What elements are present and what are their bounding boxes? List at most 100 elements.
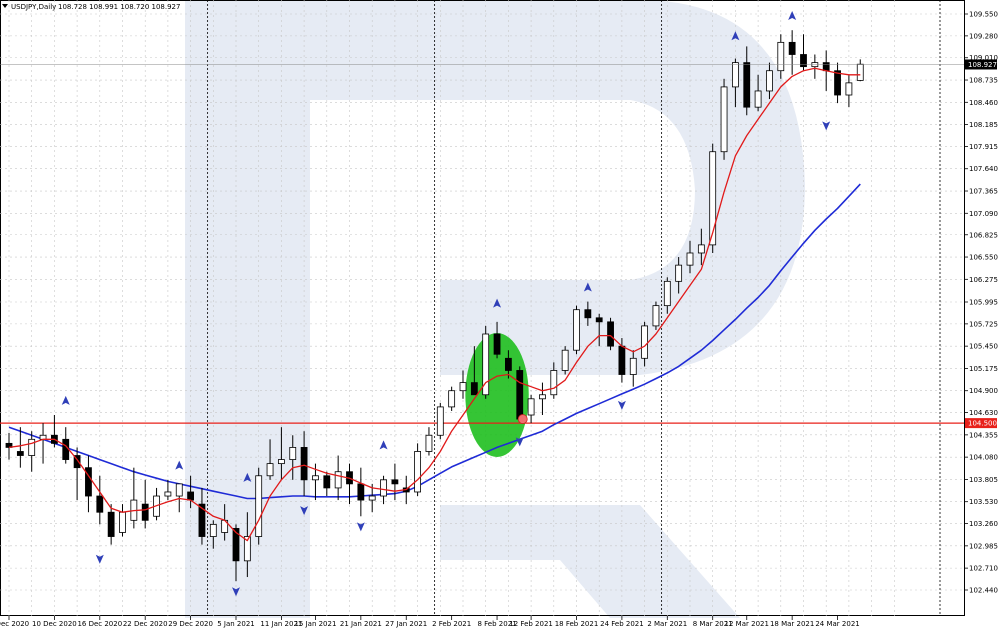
bull-candle-body bbox=[209, 523, 217, 537]
candle bbox=[845, 74, 853, 108]
bear-candle-body bbox=[470, 382, 478, 396]
y-tick-label: 108.460 bbox=[969, 99, 998, 107]
bear-candle-body bbox=[73, 455, 81, 469]
candle bbox=[856, 59, 864, 82]
bear-candle-body bbox=[323, 475, 331, 489]
symbol-label: USDJPY,Daily bbox=[11, 3, 56, 11]
bear-candle-body bbox=[595, 317, 603, 323]
y-tick-label: 109.010 bbox=[969, 54, 998, 62]
bear-candle-body bbox=[96, 495, 104, 513]
candle bbox=[448, 386, 456, 411]
fractal-up-icon bbox=[61, 395, 70, 405]
candle bbox=[686, 240, 694, 274]
candle bbox=[516, 366, 524, 420]
fast-moving-average bbox=[8, 67, 861, 542]
fractal-down-icon bbox=[356, 522, 365, 532]
candle bbox=[368, 483, 376, 513]
y-tick-label: 104.080 bbox=[969, 454, 998, 462]
bull-candle-body bbox=[629, 357, 637, 375]
fractal-down-icon bbox=[822, 121, 831, 131]
bull-candle-body bbox=[436, 406, 444, 436]
candle bbox=[459, 370, 467, 399]
y-tick-label: 103.260 bbox=[969, 520, 998, 528]
candle bbox=[73, 447, 81, 501]
fractal-down-icon bbox=[515, 437, 524, 447]
candle bbox=[28, 431, 36, 472]
bull-candle-body bbox=[312, 475, 319, 481]
slow-ma-line bbox=[8, 183, 861, 500]
candle bbox=[96, 475, 104, 525]
highlight-ellipse bbox=[465, 333, 529, 457]
bear-candle-body bbox=[62, 438, 70, 460]
watermark-logo bbox=[185, 0, 805, 618]
candle bbox=[788, 30, 796, 75]
candle bbox=[697, 228, 705, 266]
candle bbox=[107, 504, 115, 545]
y-tick-label: 106.550 bbox=[969, 254, 998, 262]
candle bbox=[51, 415, 58, 448]
y-tick-label: 109.550 bbox=[969, 11, 998, 19]
bear-candle-body bbox=[516, 370, 524, 420]
candle bbox=[550, 362, 558, 399]
fractal-down-icon bbox=[300, 506, 309, 516]
bear-candle-body bbox=[584, 309, 592, 319]
x-tick-label: 24 Feb 2021 bbox=[600, 620, 644, 628]
y-tick-label: 109.280 bbox=[969, 32, 998, 40]
y-tick-label: 105.175 bbox=[969, 365, 998, 373]
candle bbox=[652, 301, 660, 330]
x-tick-label: 8 Feb 2021 bbox=[477, 620, 516, 628]
candle bbox=[732, 58, 739, 108]
y-tick-label: 103.805 bbox=[969, 476, 998, 484]
y-tick-label: 105.450 bbox=[969, 343, 998, 351]
fractal-up-icon bbox=[493, 298, 502, 308]
dropdown-triangle-icon[interactable] bbox=[2, 4, 8, 8]
y-tick-label: 106.275 bbox=[969, 276, 998, 284]
bear-candle-body bbox=[5, 442, 13, 448]
candle bbox=[470, 346, 478, 396]
candle bbox=[607, 317, 614, 351]
signal-point bbox=[517, 414, 528, 424]
candle bbox=[198, 487, 206, 545]
candle bbox=[663, 277, 671, 314]
candle bbox=[629, 350, 637, 387]
signal-dot bbox=[517, 414, 528, 424]
level-price-box bbox=[965, 418, 997, 429]
fractal-up-icon bbox=[379, 440, 388, 450]
candle bbox=[811, 54, 819, 79]
bear-candle-body bbox=[834, 70, 841, 96]
bull-candle-body bbox=[414, 451, 422, 493]
bull-candle-body bbox=[425, 434, 433, 452]
bear-candle-body bbox=[357, 483, 365, 501]
x-tick-label: 18 Feb 2021 bbox=[555, 620, 599, 628]
y-tick-label: 107.090 bbox=[969, 210, 998, 218]
bull-candle-body bbox=[856, 63, 864, 81]
bull-candle-body bbox=[766, 70, 773, 92]
fractal-markers bbox=[61, 11, 831, 597]
candle bbox=[800, 34, 807, 71]
bull-candle-body bbox=[334, 471, 342, 489]
fractal-up-icon bbox=[243, 472, 252, 482]
candle bbox=[414, 443, 422, 497]
price-axis: 109.550 109.280 109.010 108.735 108.460 108.1… bbox=[0, 11, 998, 595]
fractal-up-icon bbox=[175, 460, 184, 470]
bear-candle-body bbox=[504, 357, 512, 371]
candle bbox=[561, 346, 569, 375]
y-tick-label: 104.630 bbox=[969, 409, 998, 417]
candle bbox=[39, 423, 47, 464]
slow-moving-average bbox=[8, 183, 861, 500]
candle bbox=[16, 427, 24, 468]
candle bbox=[573, 305, 580, 355]
candle bbox=[209, 520, 217, 549]
bear-candle-body bbox=[822, 62, 830, 72]
bull-candle-body bbox=[527, 398, 535, 416]
x-tick-label: 21 Jan 2021 bbox=[340, 620, 382, 628]
x-tick-label: 12 Mar 2021 bbox=[725, 620, 769, 628]
candle bbox=[436, 402, 444, 440]
y-tick-label: 107.640 bbox=[969, 165, 998, 173]
x-tick-label: 15 Jan 2021 bbox=[294, 620, 336, 628]
bear-candle-body bbox=[788, 41, 796, 55]
bull-candle-body bbox=[754, 90, 762, 108]
fractal-up-icon bbox=[583, 282, 592, 292]
bull-candle-body bbox=[573, 309, 580, 351]
